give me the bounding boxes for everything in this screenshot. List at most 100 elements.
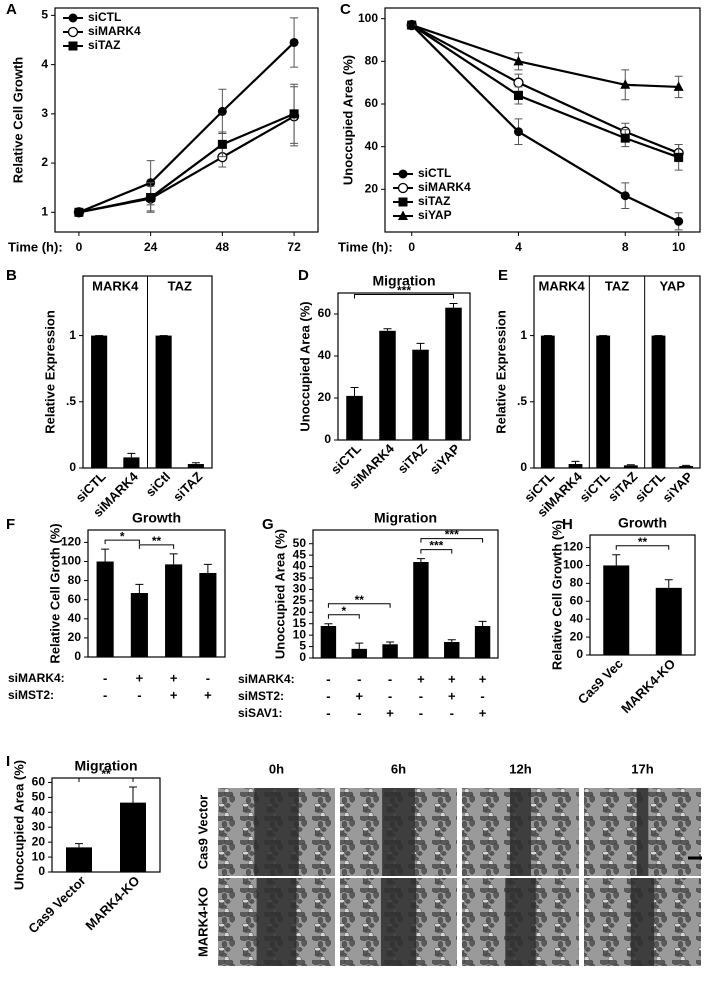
x-tick-label: siTAZ <box>605 469 641 505</box>
marker <box>620 133 630 143</box>
legend-marker <box>68 13 78 23</box>
significance-bracket <box>354 294 454 299</box>
error-bar <box>416 558 425 562</box>
panel-letter: I <box>6 753 10 770</box>
legend-label: siMARK4 <box>88 24 141 38</box>
error-bar <box>355 642 364 649</box>
y-axis-label: Relative Cell Growth (%) <box>549 520 564 670</box>
group-label: MARK4 <box>539 278 586 293</box>
condition-sign: + <box>417 671 425 686</box>
plot-frame <box>312 529 499 659</box>
marker <box>513 127 523 137</box>
condition-sign: + <box>355 688 363 703</box>
y-tick-label: 0 <box>576 647 583 661</box>
x-tick-label: siCTL <box>577 469 613 505</box>
chart-title: Migration <box>373 273 436 289</box>
wound-gap <box>256 878 297 966</box>
x-tick-label: siTAZ <box>170 469 206 505</box>
bar <box>379 330 396 440</box>
bar <box>651 335 666 468</box>
row-label: MARK4-KO <box>195 887 210 957</box>
y-tick-label: .5 <box>517 394 527 408</box>
y-tick-label: 100 <box>358 11 378 25</box>
x-tick-label: 4 <box>515 240 522 254</box>
error-bar <box>191 462 200 465</box>
condition-sign: + <box>136 670 144 685</box>
x-tick-label: 24 <box>144 240 158 254</box>
x-axis-label: Time (h): <box>338 239 393 254</box>
wound-gap <box>254 788 299 876</box>
y-tick-label: 60 <box>318 306 332 320</box>
marker <box>146 193 156 203</box>
panel-letter: D <box>298 267 309 284</box>
y-axis-label: Unoccupied Area (%) <box>340 55 355 185</box>
y-tick-label: 30 <box>293 582 307 596</box>
column-label: 0h <box>269 761 284 776</box>
bar <box>155 335 172 468</box>
significance-label: * <box>341 604 346 618</box>
y-tick-label: 1 <box>520 328 527 342</box>
y-tick-label: 80 <box>68 573 82 587</box>
y-tick-label: 40 <box>68 611 82 625</box>
y-tick-label: 0 <box>74 649 81 663</box>
legend-marker <box>68 41 78 51</box>
x-tick-label: Cas9 Vec <box>575 656 626 707</box>
condition-sign: + <box>479 705 487 720</box>
bar <box>382 644 398 658</box>
condition-label: siMST2: <box>8 688 54 702</box>
y-tick-label: 50 <box>293 536 307 550</box>
error-bar <box>135 583 144 594</box>
significance-label: ** <box>638 535 648 549</box>
error-bar <box>203 563 212 573</box>
significance-label: *** <box>397 284 411 298</box>
bar <box>351 648 367 658</box>
error-bar <box>449 303 458 308</box>
plot-frame <box>54 7 319 233</box>
wound-gap <box>636 788 649 876</box>
bar <box>679 466 694 468</box>
error-bar <box>350 387 359 396</box>
marker <box>674 152 684 162</box>
wound-gap <box>382 788 415 876</box>
y-tick-label: 5 <box>299 639 306 653</box>
y-tick-label: 20 <box>293 604 307 618</box>
wound-gap <box>509 788 532 876</box>
condition-sign: - <box>419 705 423 720</box>
error-bar <box>129 786 137 803</box>
y-tick-label: 120 <box>563 540 583 554</box>
condition-sign: + <box>386 705 394 720</box>
x-axis-label: Time (h): <box>8 239 63 254</box>
y-tick-label: 0 <box>38 864 45 878</box>
y-tick-label: 20 <box>68 630 82 644</box>
x-tick-label: 0 <box>76 240 83 254</box>
y-tick-label: 0 <box>520 460 527 474</box>
bar <box>165 564 183 657</box>
marker <box>674 216 684 226</box>
legend-marker <box>398 197 408 207</box>
marker <box>673 81 684 91</box>
y-tick-label: 3 <box>41 106 48 120</box>
error-bar <box>626 464 635 466</box>
x-tick-label: siTAZ <box>395 441 431 477</box>
x-tick-label: siCtl <box>143 469 174 500</box>
y-tick-label: 4 <box>41 57 48 71</box>
error-bar <box>682 464 691 467</box>
legend-marker <box>398 210 408 220</box>
series-line <box>411 24 680 159</box>
y-tick-label: 1 <box>69 328 76 342</box>
condition-sign: - <box>206 670 210 685</box>
y-tick-label: 50 <box>32 790 46 804</box>
chart-title: Migration <box>374 510 437 526</box>
bar <box>568 464 583 468</box>
error-bar <box>169 553 178 565</box>
condition-sign: - <box>103 687 107 702</box>
legend-label: siCTL <box>88 10 121 24</box>
bar <box>123 457 140 468</box>
wound-gap <box>630 878 655 966</box>
bar <box>199 572 217 657</box>
series-line <box>410 24 680 223</box>
x-tick-label: 0 <box>408 240 415 254</box>
y-tick-label: 0 <box>324 432 331 446</box>
x-tick-label: MARK4-KO <box>618 656 678 716</box>
y-axis-label: Relative Cell Growth <box>10 57 25 183</box>
